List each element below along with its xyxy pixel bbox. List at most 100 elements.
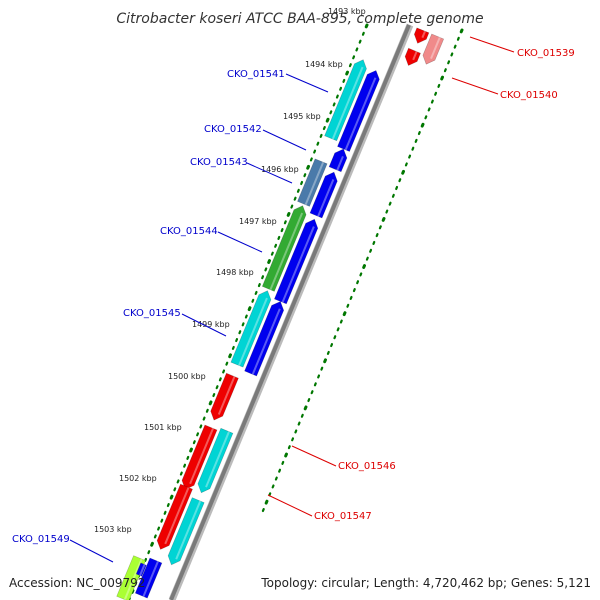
gene-label-cko-01546[interactable]: CKO_01546 bbox=[338, 461, 396, 472]
gene-feature-cko-01541 bbox=[324, 59, 367, 142]
tick-mark bbox=[306, 164, 310, 170]
tick-mark bbox=[157, 526, 161, 531]
tick-mark bbox=[332, 102, 336, 107]
tick-mark bbox=[424, 115, 428, 120]
tick-mark bbox=[169, 494, 174, 500]
tick-mark bbox=[238, 330, 242, 335]
tick-mark bbox=[268, 492, 272, 497]
gene-label-cko-01541[interactable]: CKO_01541 bbox=[227, 69, 285, 80]
gene-label-cko-01540[interactable]: CKO_01540 bbox=[500, 90, 558, 101]
feature-highlight bbox=[217, 376, 236, 415]
tick-mark bbox=[202, 416, 206, 421]
tick-mark bbox=[388, 201, 392, 206]
tick-mark bbox=[274, 476, 278, 481]
feature-highlight bbox=[164, 487, 190, 545]
cds-feature-small bbox=[135, 562, 147, 577]
kbp-label: 1496 kbp bbox=[261, 165, 299, 174]
gene-label-cko-01549[interactable]: CKO_01549 bbox=[12, 534, 70, 545]
tick-mark bbox=[434, 91, 438, 96]
gene-feature-cko-01539 bbox=[422, 33, 445, 65]
tick-mark bbox=[196, 432, 200, 437]
tick-mark bbox=[257, 283, 261, 288]
tick-mark bbox=[456, 36, 460, 41]
tick-mark bbox=[411, 146, 415, 151]
tick-mark bbox=[291, 437, 295, 442]
tick-mark bbox=[359, 272, 363, 277]
tick-mark bbox=[264, 267, 268, 272]
tick-mark bbox=[147, 550, 151, 555]
tick-mark bbox=[317, 374, 321, 379]
reverse-tick-track bbox=[261, 28, 464, 513]
tick-mark bbox=[372, 240, 376, 246]
kbp-label: 1495 kbp bbox=[283, 112, 321, 121]
feature-highlight bbox=[238, 297, 268, 366]
tick-mark bbox=[166, 502, 170, 508]
tick-mark bbox=[417, 130, 421, 136]
tick-mark bbox=[153, 534, 157, 539]
tick-mark bbox=[303, 405, 308, 411]
gene-label-cko-01539[interactable]: CKO_01539 bbox=[517, 48, 575, 59]
gene-label-cko-01547[interactable]: CKO_01547 bbox=[314, 511, 372, 522]
gene-feature-cko-01549 bbox=[116, 555, 146, 600]
tick-mark bbox=[212, 393, 216, 398]
tick-mark bbox=[339, 86, 343, 91]
gene-label-cko-01544[interactable]: CKO_01544 bbox=[160, 226, 218, 237]
gene-feature-cko-01543 bbox=[297, 158, 328, 207]
cds-feature-cko-01540 bbox=[404, 47, 421, 66]
tick-mark bbox=[395, 185, 399, 191]
tick-mark bbox=[192, 440, 196, 445]
tick-mark bbox=[320, 366, 324, 371]
tick-mark bbox=[280, 228, 284, 233]
tick-mark bbox=[329, 110, 333, 115]
tick-mark bbox=[300, 180, 304, 186]
tick-mark bbox=[361, 31, 365, 36]
gene-label-cko-01545[interactable]: CKO_01545 bbox=[123, 308, 181, 319]
tick-mark bbox=[420, 122, 425, 128]
tick-mark bbox=[186, 455, 190, 460]
tick-mark bbox=[346, 303, 350, 308]
feature-highlight bbox=[421, 30, 426, 39]
tick-mark bbox=[290, 204, 294, 209]
tick-mark bbox=[362, 264, 366, 269]
tick-mark bbox=[322, 125, 326, 131]
gene-label-cko-01543[interactable]: CKO_01543 bbox=[190, 157, 248, 168]
tick-mark bbox=[270, 251, 274, 256]
tick-mark bbox=[404, 162, 408, 167]
tick-mark bbox=[358, 39, 362, 44]
tick-mark bbox=[333, 335, 337, 340]
tick-mark bbox=[437, 83, 441, 88]
feature-highlight bbox=[142, 561, 159, 597]
tick-mark bbox=[303, 173, 307, 178]
tick-tracks bbox=[127, 23, 464, 600]
tick-mark bbox=[267, 259, 271, 264]
tick-mark bbox=[398, 178, 402, 183]
topology-text: Topology: circular; Length: 4,720,462 bp… bbox=[260, 576, 591, 590]
kbp-label: 1502 kbp bbox=[119, 474, 157, 483]
gene-label-cko-01542[interactable]: CKO_01542 bbox=[204, 124, 262, 135]
tick-mark bbox=[199, 424, 203, 429]
feature-highlight bbox=[175, 500, 202, 560]
tick-mark bbox=[283, 220, 287, 225]
tick-mark bbox=[352, 55, 356, 60]
tick-mark bbox=[427, 107, 431, 112]
feature-highlight bbox=[251, 308, 281, 375]
tick-mark bbox=[163, 510, 167, 515]
feature-highlight bbox=[123, 558, 143, 600]
kbp-label: 1500 kbp bbox=[168, 372, 206, 381]
feature-highlight bbox=[344, 77, 377, 151]
kbp-label: 1501 kbp bbox=[144, 423, 182, 432]
tick-mark bbox=[251, 298, 255, 303]
tick-mark bbox=[309, 157, 313, 162]
accession-text: Accession: NC_009792 bbox=[9, 576, 145, 590]
tick-mark bbox=[287, 445, 291, 450]
kbp-label: 1494 kbp bbox=[305, 60, 343, 69]
map-title: Citrobacter koseri ATCC BAA-895, complet… bbox=[116, 11, 483, 27]
tick-mark bbox=[316, 141, 320, 146]
tick-mark bbox=[286, 211, 291, 217]
feature-highlight bbox=[269, 212, 304, 291]
tick-mark bbox=[215, 385, 219, 390]
tick-mark bbox=[447, 60, 451, 65]
tick-mark bbox=[183, 463, 187, 468]
tick-mark bbox=[254, 290, 258, 295]
